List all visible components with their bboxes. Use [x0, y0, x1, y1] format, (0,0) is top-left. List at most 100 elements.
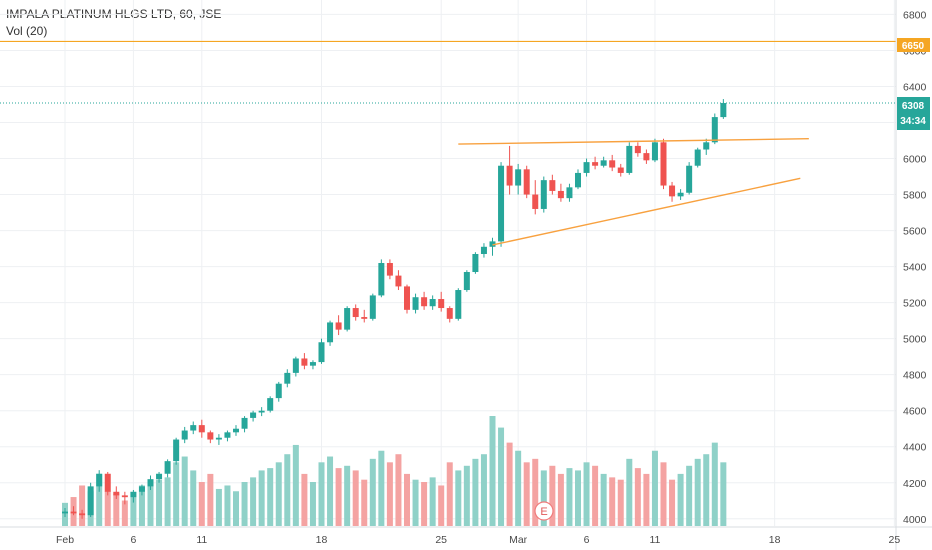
volume-bar: [335, 468, 342, 526]
candle-body: [446, 308, 453, 319]
candle-body: [651, 142, 658, 161]
volume-bar: [361, 479, 368, 526]
candle-body: [138, 486, 145, 492]
volume-bar: [523, 462, 530, 526]
time-tick-label: 25: [435, 534, 447, 546]
candle-body: [609, 160, 616, 168]
price-tick-label: 4400: [903, 442, 927, 454]
candle-body: [549, 180, 556, 191]
candle-body: [224, 432, 231, 438]
event-marker[interactable]: E: [534, 501, 554, 521]
volume-bar: [147, 482, 154, 526]
trendline: [492, 177, 801, 246]
candle-body: [634, 145, 641, 154]
volume-bar: [463, 465, 470, 526]
volume-bar: [121, 500, 128, 526]
candle-body: [532, 194, 539, 209]
level-6650-label: 6650: [902, 41, 925, 52]
candle-body: [352, 308, 359, 318]
volume-bar: [711, 442, 718, 526]
candle-body: [190, 425, 197, 431]
candle-body: [677, 192, 684, 197]
candle-body: [147, 479, 154, 487]
candle-body: [241, 417, 248, 429]
price-tick-label: 5800: [903, 190, 927, 202]
volume-bar: [429, 477, 436, 526]
candle-body: [515, 169, 522, 186]
candle-body: [438, 299, 445, 309]
volume-bar: [233, 491, 239, 526]
volume-bar: [386, 462, 393, 526]
volume-bar: [540, 470, 547, 526]
volume-indicator-label[interactable]: Vol (20): [6, 24, 48, 38]
grid: [0, 0, 896, 526]
candle-body: [566, 187, 573, 199]
volume-bar: [694, 458, 701, 526]
price-tick-label: 6000: [903, 154, 927, 166]
price-tick-label: 5400: [903, 262, 927, 274]
volume-bar: [643, 473, 650, 526]
volume-bar: [617, 479, 624, 526]
bar-countdown-label: 34:34: [900, 116, 926, 127]
price-tick-label: 4800: [903, 370, 927, 382]
price-tick-label: 5000: [903, 334, 927, 346]
volume-bar: [626, 458, 633, 526]
volume-bar: [660, 462, 667, 526]
price-tick-label: 5600: [903, 226, 927, 238]
price-axis[interactable]: 4000 4200 4400 4600 4800 5000 5200 5400 5600 5800…: [903, 9, 927, 525]
time-tick-label: 11: [196, 534, 207, 546]
candle-body: [344, 308, 351, 330]
volume-bar: [198, 482, 205, 526]
candle-body: [233, 428, 239, 433]
volume-bar: [600, 473, 607, 526]
candle-body: [104, 473, 111, 492]
volume-bar: [592, 465, 599, 526]
volume-bar: [241, 482, 248, 526]
volume-bar: [404, 473, 410, 526]
candle-body: [62, 511, 68, 514]
candle-body: [412, 297, 419, 310]
volume-bar: [412, 479, 419, 526]
volume-bar: [677, 473, 684, 526]
candle-body: [87, 486, 94, 516]
time-tick-label: Mar: [509, 534, 528, 546]
time-tick-label: 18: [769, 534, 781, 546]
time-tick-label: 11: [649, 534, 660, 546]
candle-body: [156, 473, 163, 480]
candle-body: [215, 437, 222, 440]
candle-body: [575, 172, 581, 188]
volume-bar: [720, 462, 727, 526]
overlays: [0, 40, 896, 246]
candle-body: [395, 275, 402, 287]
price-tick-label: 4600: [903, 406, 927, 418]
volume-bar: [489, 416, 496, 526]
volume-bar: [344, 465, 351, 526]
volume-bar: [327, 456, 334, 526]
candle-body: [258, 410, 265, 413]
candle-body: [292, 358, 299, 373]
candle-body: [130, 491, 137, 498]
volume-bar: [369, 458, 376, 526]
candle-body: [267, 398, 274, 411]
price-tick-label: 5200: [903, 298, 927, 310]
volume-bar: [634, 468, 641, 526]
volume-bar: [566, 468, 573, 526]
candlesticks: [62, 99, 727, 519]
candle-body: [720, 103, 727, 118]
volume-bar: [446, 462, 453, 526]
time-axis[interactable]: Feb 6 11 18 25 Mar 6 11 18 25: [56, 534, 900, 546]
candle-body: [361, 317, 368, 319]
candle-body: [472, 253, 479, 273]
candle-body: [506, 165, 513, 186]
price-tick-label: 4200: [903, 478, 927, 490]
volume-bar: [480, 454, 487, 526]
volume-bar: [455, 470, 462, 526]
candle-body: [660, 142, 667, 186]
volume-bar: [292, 444, 299, 526]
candle-body: [617, 167, 624, 173]
volume-bar: [686, 465, 693, 526]
candle-body: [121, 495, 128, 498]
volume-bar: [173, 462, 180, 526]
volume-bar: [267, 468, 274, 526]
